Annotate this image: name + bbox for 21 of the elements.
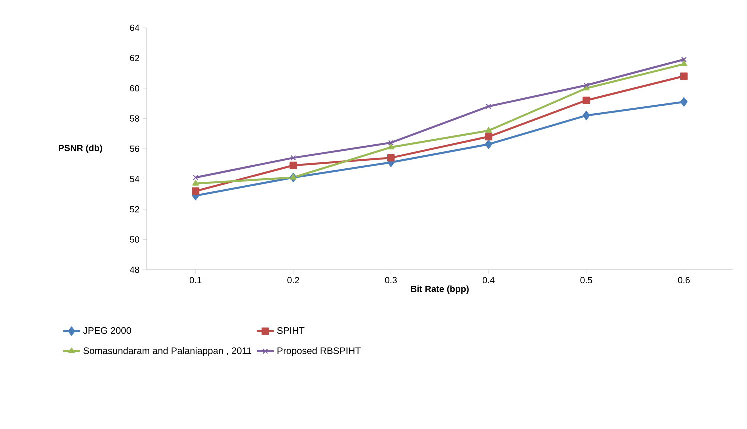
- y-axis-title: PSNR (db): [59, 144, 102, 154]
- legend-label: Somasundaram and Palaniappan , 2011: [84, 347, 252, 356]
- y-tick-label: 62: [130, 55, 140, 62]
- x-tick-label: 0.5: [580, 277, 592, 284]
- x-tick-label: 0.6: [678, 277, 690, 284]
- y-tick-label: 60: [130, 85, 140, 92]
- x-tick-label: 0.3: [385, 277, 398, 284]
- legend-label: SPIHT: [277, 327, 305, 334]
- legend-label: JPEG 2000: [83, 327, 132, 334]
- y-tick-label: 64: [130, 24, 140, 32]
- y-tick-label: 54: [130, 176, 140, 182]
- legend-label: Proposed RBSPIHT: [278, 347, 361, 356]
- y-tick-label: 52: [130, 206, 140, 213]
- y-tick-label: 50: [130, 236, 140, 243]
- x-tick-label: 0.1: [190, 277, 202, 284]
- y-tick-label: 58: [130, 116, 140, 122]
- x-tick-label: 0.2: [288, 277, 300, 284]
- y-tick-label: 56: [130, 146, 140, 152]
- x-tick-label: 0.4: [482, 277, 495, 284]
- x-axis-title: Bit Rate (bpp): [411, 286, 469, 294]
- y-tick-label: 48: [130, 266, 140, 274]
